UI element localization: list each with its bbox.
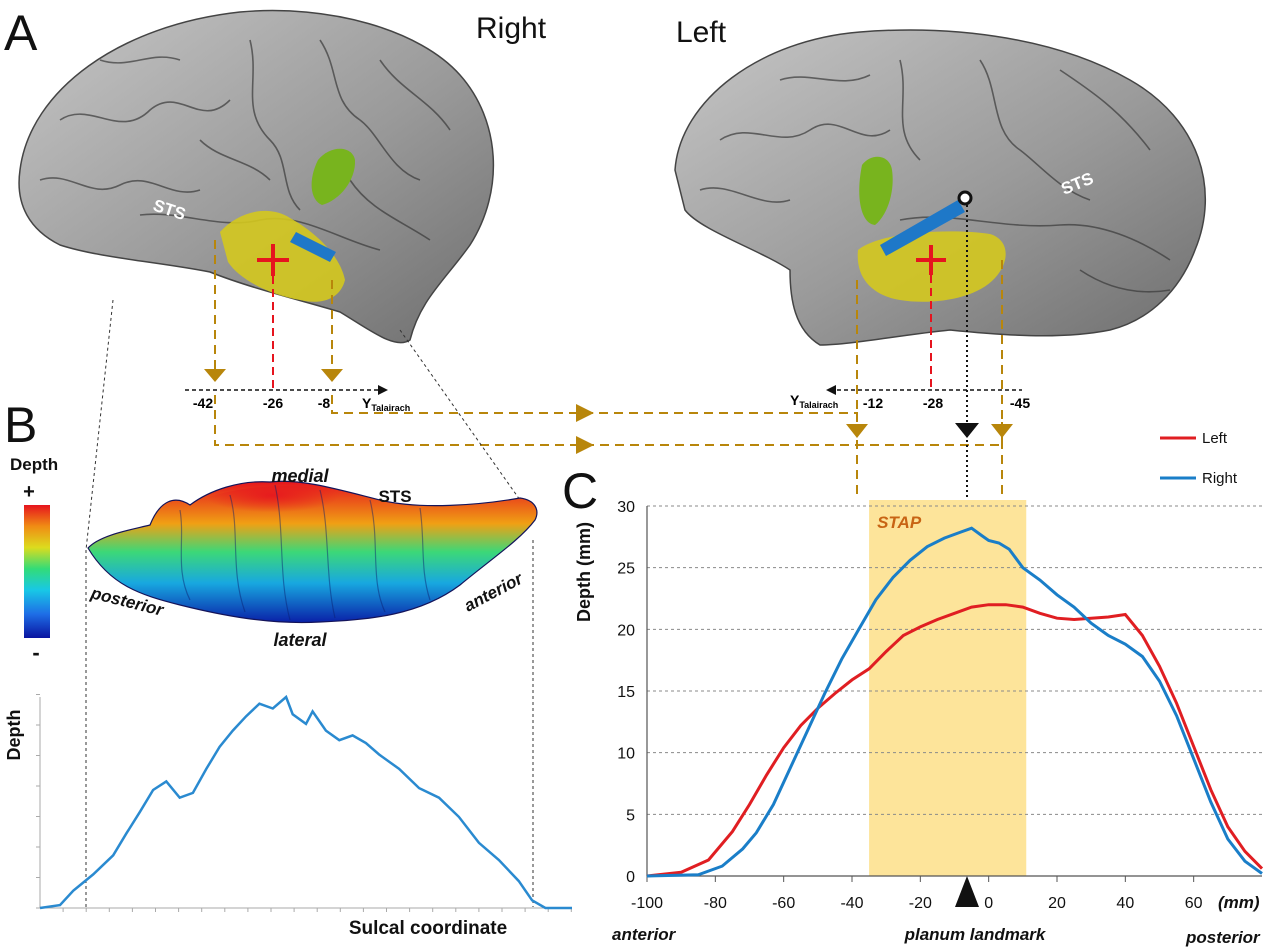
zoom-guide bbox=[399, 329, 521, 501]
surface-label-lateral: lateral bbox=[273, 630, 327, 650]
chart-x-tick-label: 20 bbox=[1048, 895, 1066, 912]
talairach-tick: -12 bbox=[863, 395, 883, 411]
chart-x-tick-label: -40 bbox=[840, 895, 863, 912]
talairach-tick: -45 bbox=[1010, 395, 1030, 411]
chart-x-tick-label: -20 bbox=[909, 895, 932, 912]
colorbar-title: Depth bbox=[10, 455, 58, 474]
depth-colorbar bbox=[24, 505, 50, 638]
chart-axes: 0 5 10 15 20 25 30 -100 -80 -60 -40 -20 0 20 40 60 bbox=[617, 499, 1262, 912]
landmark-point-icon bbox=[957, 190, 973, 206]
landmark-arrow-up-icon bbox=[955, 876, 979, 907]
chart-legend: Left Right bbox=[1160, 430, 1238, 487]
right-hemisphere-brain: STS bbox=[18, 9, 495, 344]
hemisphere-label-left: Left bbox=[676, 16, 727, 49]
profile-x-label: Sulcal coordinate bbox=[349, 918, 507, 939]
talairach-tick: -8 bbox=[318, 395, 331, 411]
chart-y-tick-label: 15 bbox=[617, 684, 635, 701]
chart-anterior-label: anterior bbox=[612, 925, 677, 944]
surface-label-sts: STS bbox=[378, 487, 411, 506]
legend-label-right: Right bbox=[1202, 470, 1238, 487]
chart-x-tick-label: 40 bbox=[1116, 895, 1134, 912]
hemisphere-label-right: Right bbox=[476, 12, 547, 45]
stap-region-right bbox=[220, 210, 345, 302]
talairach-tick: -26 bbox=[263, 395, 283, 411]
zoom-guide bbox=[85, 299, 114, 551]
colorbar-minus: - bbox=[32, 640, 39, 665]
stap-label: STAP bbox=[877, 513, 922, 532]
depth-chart: STAP 0 5 10 15 20 25 30 -100 -80 -60 -40 -20 0 20 40 60… bbox=[574, 430, 1264, 947]
sulcal-depth-surface bbox=[87, 480, 538, 624]
chart-x-tick-label: -60 bbox=[772, 895, 795, 912]
chart-x-tick-label: -100 bbox=[631, 895, 663, 912]
talairach-axis-label: YTalairach bbox=[790, 392, 838, 410]
legend-label-left: Left bbox=[1202, 430, 1228, 447]
chart-x-tick-label: -80 bbox=[704, 895, 727, 912]
talairach-axis-right: -42 -26 -8 YTalairach bbox=[185, 385, 410, 413]
chart-y-tick-label: 10 bbox=[617, 746, 635, 763]
talairach-axis-left: YTalairach -12 -28 -45 bbox=[790, 385, 1030, 411]
centroid-cross-left bbox=[916, 245, 946, 275]
profile-ticks bbox=[36, 694, 572, 912]
chart-y-tick-label: 25 bbox=[617, 561, 635, 578]
chart-x-tick-label: 0 bbox=[984, 895, 993, 912]
series-line-left bbox=[646, 603, 1264, 878]
series-line-right bbox=[646, 526, 1263, 878]
planum-marker-right bbox=[290, 232, 336, 262]
chart-y-tick-label: 0 bbox=[626, 869, 635, 886]
chart-y-tick-label: 20 bbox=[617, 622, 635, 639]
left-hemisphere-brain: STS bbox=[674, 29, 1207, 346]
panel-label-b: B bbox=[4, 397, 37, 453]
landmark-arrow-down-icon bbox=[955, 423, 979, 438]
chart-posterior-label: posterior bbox=[1185, 928, 1261, 947]
depth-profile-plot: Depth Sulcal coordinate bbox=[4, 694, 572, 939]
talairach-tick: -28 bbox=[923, 395, 943, 411]
centroid-cross-right bbox=[257, 244, 289, 276]
mapping-arrowheads bbox=[204, 369, 1013, 454]
chart-grid bbox=[647, 505, 1262, 815]
colorbar-plus: + bbox=[23, 481, 35, 503]
chart-y-tick-label: 30 bbox=[617, 499, 635, 516]
motor-region-right bbox=[311, 148, 356, 205]
planum-marker-left bbox=[880, 200, 965, 256]
chart-landmark-label: planum landmark bbox=[904, 925, 1047, 944]
chart-series bbox=[646, 526, 1264, 878]
chart-x-tick-label: 60 bbox=[1185, 895, 1203, 912]
talairach-tick: -42 bbox=[193, 395, 213, 411]
chart-y-label: Depth (mm) bbox=[574, 522, 594, 622]
chart-y-tick-label: 5 bbox=[626, 807, 635, 824]
surface-label-medial: medial bbox=[271, 466, 329, 486]
panel-label-a: A bbox=[4, 5, 38, 61]
panel-label-c: C bbox=[562, 463, 598, 519]
profile-y-label: Depth bbox=[4, 710, 24, 761]
profile-line bbox=[39, 694, 572, 910]
stap-region bbox=[869, 500, 1027, 876]
motor-region-left bbox=[859, 156, 893, 225]
chart-x-unit: (mm) bbox=[1218, 893, 1260, 912]
talairach-axis-label: YTalairach bbox=[362, 395, 410, 413]
